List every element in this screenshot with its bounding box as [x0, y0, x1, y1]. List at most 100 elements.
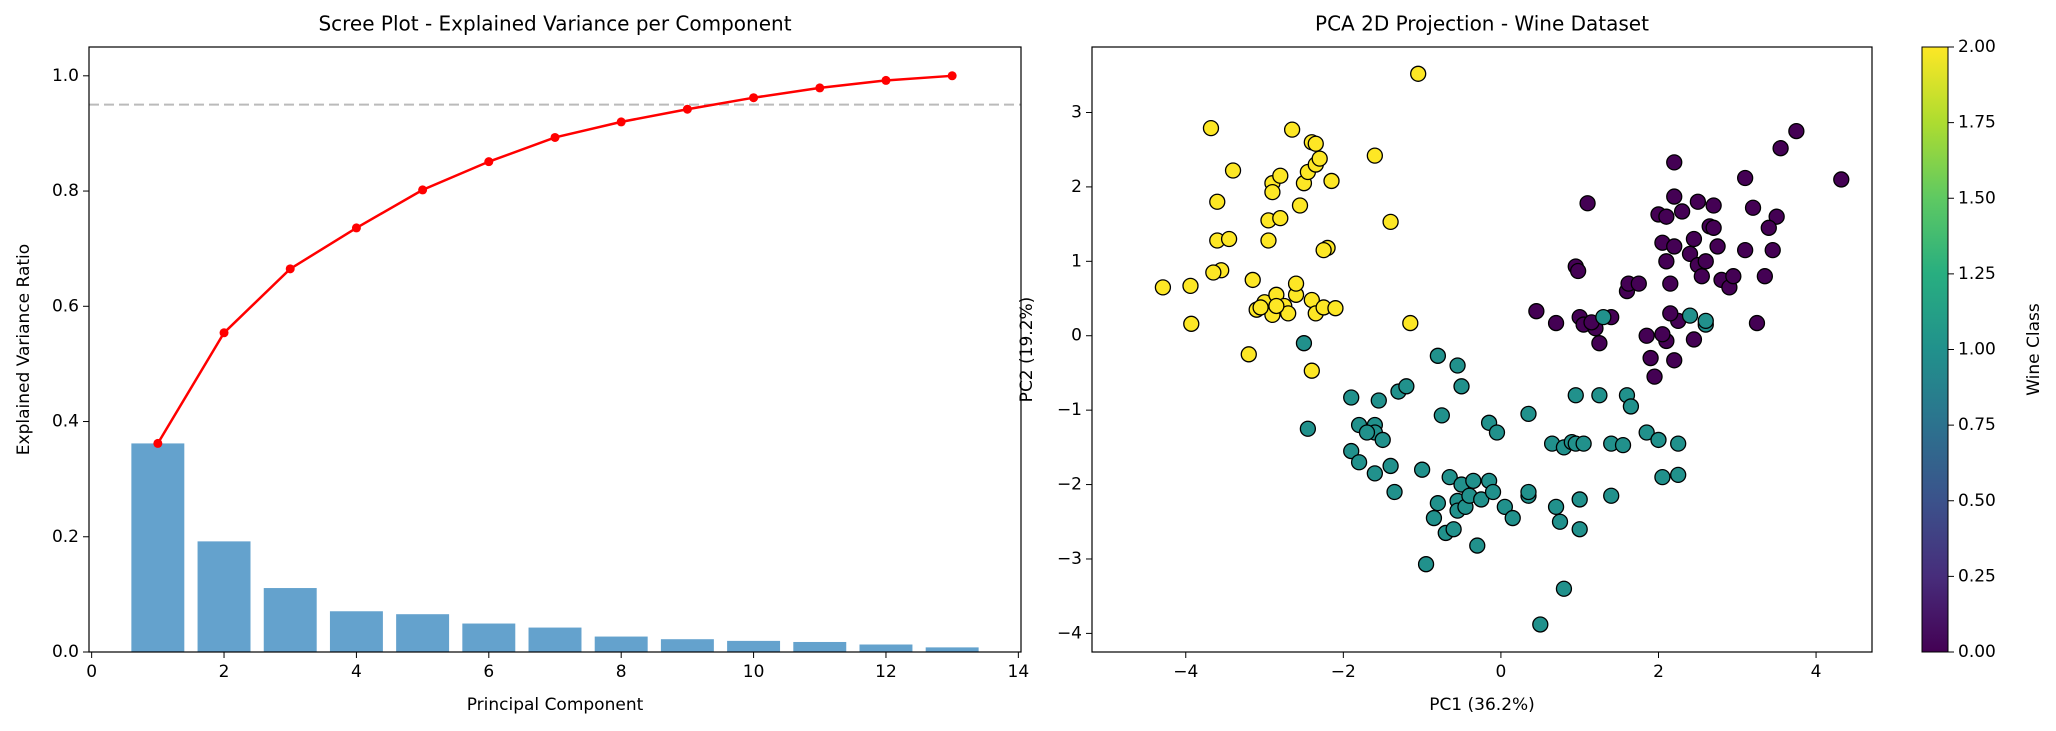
x-tick-label: 0 [1495, 662, 1506, 682]
scatter-point [1154, 279, 1172, 296]
line-marker [947, 71, 957, 81]
scatter-point [1260, 232, 1277, 249]
scatter-point [1579, 195, 1596, 212]
scatter-point [1343, 389, 1360, 406]
scatter-point [1287, 275, 1305, 292]
scatter-point [1291, 197, 1309, 214]
scatter-point [1315, 242, 1332, 259]
y-tick-label: 0.0 [52, 642, 79, 662]
scatter-point [1453, 378, 1470, 395]
scatter-point [1689, 193, 1707, 210]
scatter-point [1220, 230, 1238, 248]
scatter-point [1768, 208, 1785, 225]
scatter-point [1737, 242, 1754, 259]
x-tick-label: 4 [351, 662, 362, 682]
scatter-point [1595, 308, 1612, 326]
scatter-point [1311, 150, 1328, 167]
scatter-point [1744, 199, 1762, 216]
scatter-point [1693, 268, 1710, 285]
bar [131, 443, 185, 652]
line-marker [418, 185, 428, 195]
y-tick-label: 0.6 [52, 296, 79, 316]
bar [329, 611, 383, 652]
y-axis-label: PC2 (19.2%) [1017, 297, 1037, 403]
bar [263, 588, 317, 652]
scatter-point [1445, 521, 1462, 538]
y-axis-label: Explained Variance Ratio [14, 244, 34, 455]
scatter-point [1410, 65, 1427, 82]
cumulative-line [156, 74, 953, 445]
colorbar-tick-label: 1.75 [1958, 113, 1996, 133]
colorbar-tick-label: 1.00 [1958, 340, 1996, 360]
scatter-point [1398, 378, 1415, 395]
bar [925, 647, 979, 652]
scatter-point [1658, 208, 1675, 225]
scatter-point [1496, 498, 1513, 516]
scatter-point [1366, 147, 1383, 164]
scatter-point [1697, 312, 1714, 329]
scatter-point [1662, 275, 1679, 292]
scatter-point [1268, 297, 1285, 315]
scatter-point [1224, 162, 1242, 179]
scatter-point [1551, 513, 1569, 530]
y-tick-label: 3 [1071, 102, 1082, 122]
y-tick-label: 1.0 [52, 66, 79, 86]
line-marker [484, 157, 494, 167]
colorbar-tick-label: 1.50 [1958, 188, 1996, 208]
x-axis-label: PC1 (36.2%) [1429, 695, 1535, 715]
colorbar [1921, 46, 1949, 653]
y-tick-label: −3 [1057, 549, 1082, 569]
line-marker [749, 93, 759, 103]
scatter-point [1705, 219, 1722, 236]
scatter-point [1681, 245, 1699, 263]
x-tick-label: 10 [743, 662, 765, 682]
colorbar-tick-label: 0.75 [1958, 415, 1996, 435]
colorbar-tick-label: 0.25 [1958, 566, 1996, 586]
scatter-point [1299, 420, 1317, 437]
x-tick-label: 6 [483, 662, 494, 682]
scatter-point [1473, 491, 1490, 508]
scatter-point [1366, 465, 1383, 482]
scatter-point [1386, 483, 1403, 501]
scatter-point [1264, 183, 1281, 201]
scatter-point [1748, 314, 1766, 332]
scatter-point [1666, 188, 1683, 205]
scatter-point [1280, 305, 1297, 322]
scatter-point [1402, 314, 1419, 332]
scatter-point [1654, 326, 1671, 343]
scatter-point [1670, 435, 1687, 452]
bar [793, 641, 847, 652]
scatter-point [1569, 262, 1587, 280]
scatter-point [1240, 346, 1257, 363]
colorbar-tick-label: 0.00 [1958, 642, 1996, 662]
scatter-point [1662, 305, 1679, 322]
bar [594, 636, 648, 652]
scatter-point [1650, 431, 1667, 449]
x-tick-label: 0 [86, 662, 97, 682]
y-tick-label: −1 [1057, 400, 1082, 420]
scatter-point [1504, 509, 1521, 527]
scatter-point [1429, 347, 1447, 364]
scatter-point [1737, 169, 1754, 187]
line-marker [153, 438, 163, 448]
scatter-point [1205, 264, 1222, 281]
scatter-point [1575, 435, 1592, 452]
x-tick-label: 8 [616, 662, 627, 682]
scatter-point [1646, 368, 1663, 385]
bar [462, 623, 516, 652]
line-marker [285, 264, 295, 274]
scatter-point [1449, 357, 1466, 374]
bar [396, 614, 450, 652]
plot-frame [1091, 46, 1873, 653]
scatter-point [1469, 537, 1486, 554]
scatter-point [1622, 398, 1640, 415]
line-marker [682, 104, 692, 114]
y-tick-label: 0.2 [52, 527, 79, 547]
scatter-point [1382, 457, 1399, 475]
line-marker [351, 223, 361, 233]
y-tick-label: 2 [1071, 177, 1082, 197]
line-marker [550, 132, 560, 142]
scatter-point [1252, 299, 1269, 316]
x-tick-label: 4 [1811, 662, 1822, 682]
